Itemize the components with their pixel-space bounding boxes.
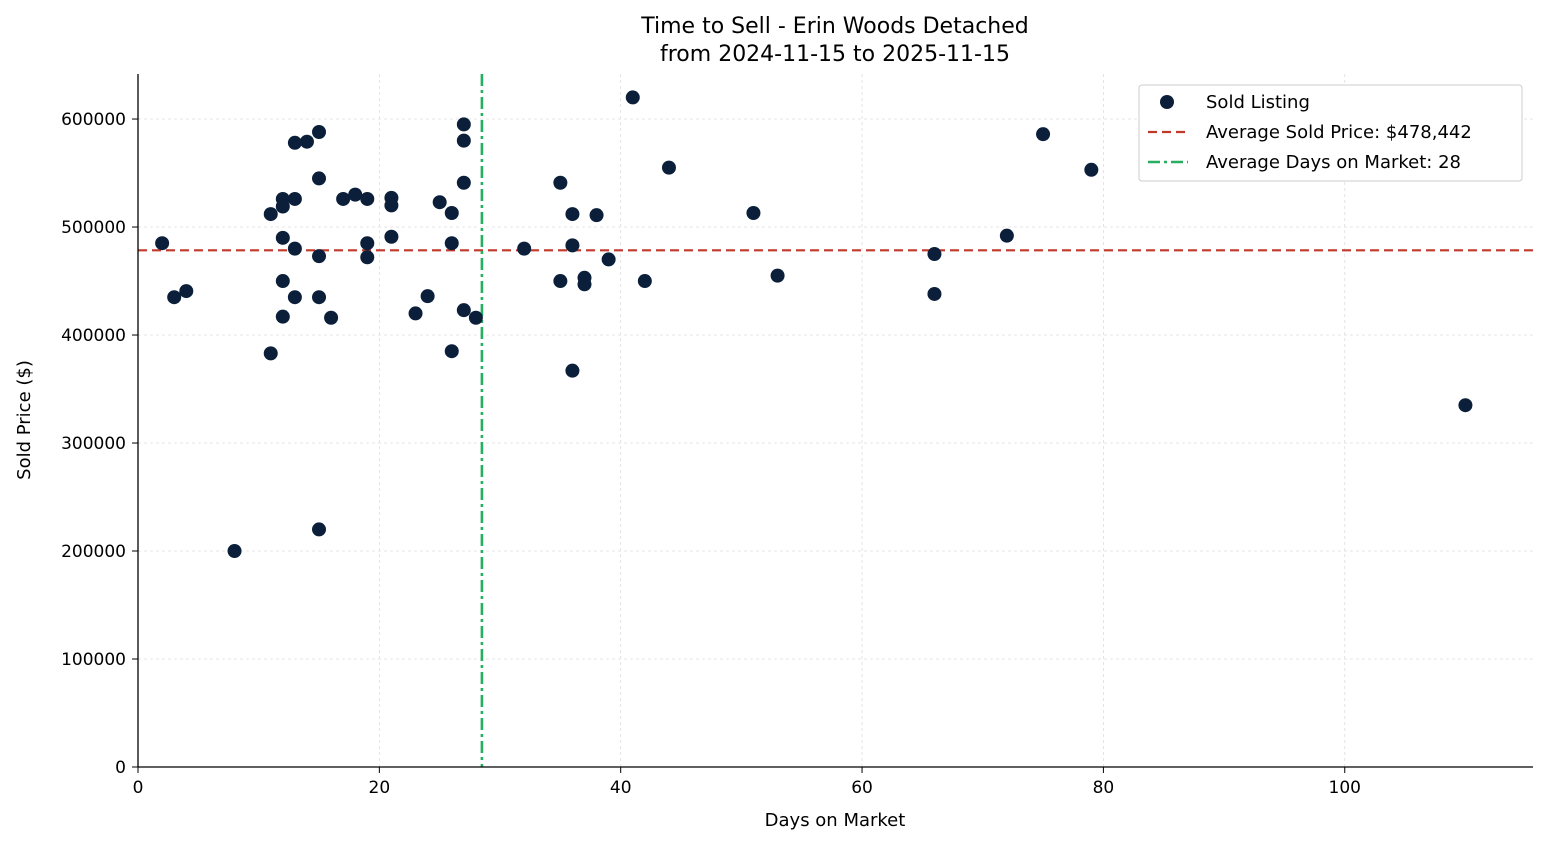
points [155, 90, 1473, 559]
data-point [1084, 162, 1099, 177]
x-tick-label: 60 [851, 778, 873, 798]
data-point [420, 289, 435, 304]
data-point [287, 241, 302, 256]
chart-title: Time to Sell - Erin Woods Detached [640, 14, 1028, 39]
data-point [553, 274, 568, 289]
data-point [287, 135, 302, 150]
data-point [275, 230, 290, 245]
legend-label-sold: Sold Listing [1206, 92, 1310, 113]
y-tick-label: 100000 [61, 650, 126, 670]
data-point [1036, 127, 1051, 142]
data-point [360, 191, 375, 206]
data-point [625, 90, 640, 105]
data-point [167, 290, 182, 305]
data-point [312, 249, 327, 264]
legend-label-avg-days: Average Days on Market: 28 [1206, 152, 1461, 173]
data-point [312, 522, 327, 537]
data-point [444, 344, 459, 359]
data-point [384, 198, 399, 213]
legend-marker-sold [1160, 95, 1174, 109]
data-point [661, 160, 676, 175]
data-point [565, 207, 580, 222]
data-point [456, 175, 471, 190]
legend: Sold Listing Average Sold Price: $478,44… [1138, 84, 1523, 182]
chart-subtitle: from 2024-11-15 to 2025-11-15 [660, 42, 1010, 67]
data-point [601, 252, 616, 267]
data-point [432, 195, 447, 210]
x-tick-label: 0 [133, 778, 144, 798]
data-point [408, 306, 423, 321]
data-point [324, 310, 339, 325]
data-point [927, 286, 942, 301]
data-point [553, 175, 568, 190]
data-point [275, 274, 290, 289]
data-point [999, 228, 1014, 243]
data-point [637, 274, 652, 289]
data-point [927, 247, 942, 262]
data-point [565, 363, 580, 378]
data-point [360, 250, 375, 265]
x-tick-label: 40 [610, 778, 632, 798]
data-point [577, 277, 592, 292]
data-point [312, 171, 327, 186]
data-point [155, 236, 170, 251]
data-point [565, 238, 580, 253]
axis-ticks: 0 20 40 60 80 100 0 100000 200000 300000 400000 500… [61, 110, 1361, 798]
x-tick-label: 100 [1329, 778, 1361, 798]
data-point [746, 205, 761, 220]
data-point [275, 309, 290, 324]
data-point [1458, 398, 1473, 413]
data-point [384, 229, 399, 244]
y-tick-label: 300000 [61, 434, 126, 454]
x-axis-label: Days on Market [765, 810, 906, 831]
data-point [360, 236, 375, 251]
data-point [444, 236, 459, 251]
data-point [287, 191, 302, 206]
data-point [348, 187, 363, 202]
data-point [263, 207, 278, 222]
data-point [336, 191, 351, 206]
y-axis-label: Sold Price ($) [14, 360, 35, 480]
y-tick-label: 500000 [61, 218, 126, 238]
data-point [589, 208, 604, 223]
data-point [227, 544, 242, 559]
data-point [263, 346, 278, 361]
legend-label-avg-price: Average Sold Price: $478,442 [1206, 122, 1472, 143]
data-point [312, 124, 327, 139]
data-point [770, 268, 785, 283]
data-point [312, 290, 327, 305]
data-point [456, 117, 471, 132]
y-tick-label: 400000 [61, 326, 126, 346]
y-tick-label: 600000 [61, 110, 126, 130]
data-point [179, 284, 194, 299]
data-point [287, 290, 302, 305]
data-point [468, 310, 483, 325]
data-point [456, 133, 471, 148]
data-point [517, 241, 532, 256]
data-point [444, 205, 459, 220]
y-tick-label: 200000 [61, 542, 126, 562]
x-tick-label: 80 [1093, 778, 1115, 798]
y-tick-label: 0 [115, 758, 126, 778]
data-point [456, 303, 471, 318]
data-point [299, 134, 314, 149]
x-tick-label: 20 [369, 778, 391, 798]
data-point [275, 199, 290, 214]
